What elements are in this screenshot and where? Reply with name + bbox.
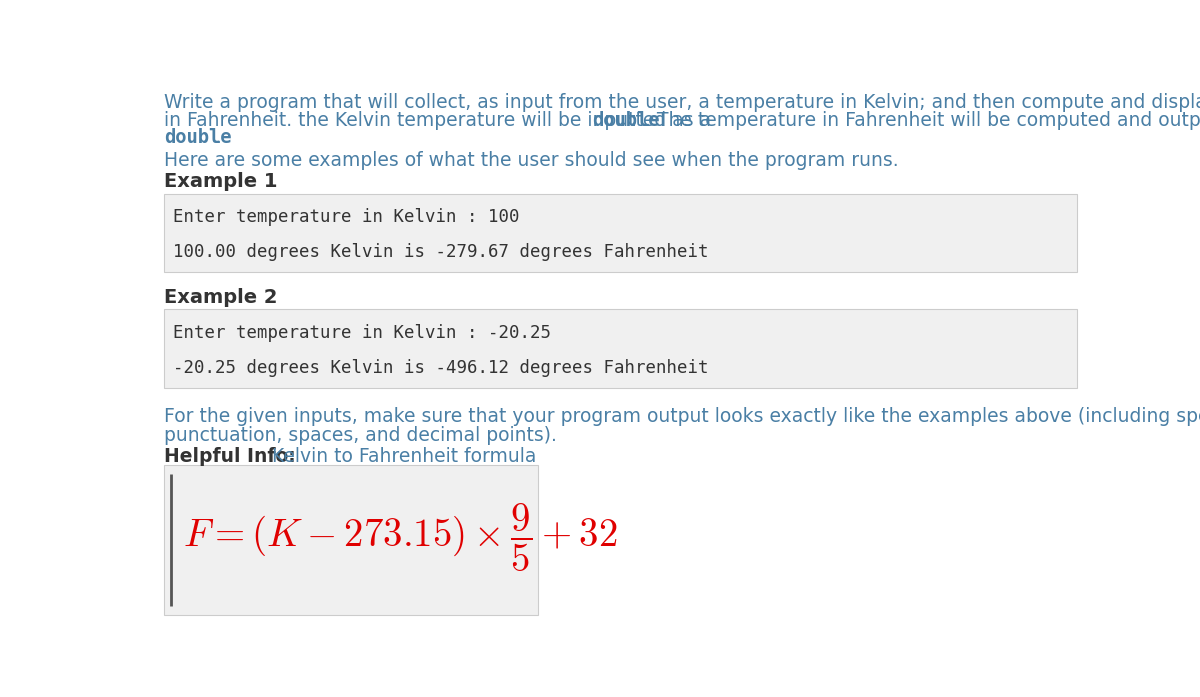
Text: .: . xyxy=(216,128,222,147)
Text: Kelvin to Fahrenheit formula: Kelvin to Fahrenheit formula xyxy=(266,447,536,466)
FancyBboxPatch shape xyxy=(164,465,538,615)
Text: Helpful Info:: Helpful Info: xyxy=(164,447,295,466)
Text: double: double xyxy=(593,112,660,130)
Text: Enter temperature in Kelvin : -20.25: Enter temperature in Kelvin : -20.25 xyxy=(173,324,551,342)
Text: Example 2: Example 2 xyxy=(164,288,277,307)
Text: double: double xyxy=(164,128,232,147)
Text: Here are some examples of what the user should see when the program runs.: Here are some examples of what the user … xyxy=(164,151,899,170)
Text: $\mathit{F} = (\mathit{K} - 273.15) \times \dfrac{9}{5} + 32$: $\mathit{F} = (\mathit{K} - 273.15) \tim… xyxy=(182,502,617,574)
FancyBboxPatch shape xyxy=(164,194,1076,273)
Text: in Fahrenheit. the Kelvin temperature will be inputted as a: in Fahrenheit. the Kelvin temperature wi… xyxy=(164,112,718,130)
Text: Write a program that will collect, as input from the user, a temperature in Kelv: Write a program that will collect, as in… xyxy=(164,93,1200,112)
Text: For the given inputs, make sure that your program output looks exactly like the : For the given inputs, make sure that you… xyxy=(164,407,1200,426)
Text: . The temperature in Fahrenheit will be computed and outputted as a: . The temperature in Fahrenheit will be … xyxy=(644,112,1200,130)
Text: Enter temperature in Kelvin : 100: Enter temperature in Kelvin : 100 xyxy=(173,208,520,227)
Text: Example 1: Example 1 xyxy=(164,172,277,191)
Text: -20.25 degrees Kelvin is -496.12 degrees Fahrenheit: -20.25 degrees Kelvin is -496.12 degrees… xyxy=(173,358,709,376)
FancyBboxPatch shape xyxy=(164,309,1076,388)
Text: 100.00 degrees Kelvin is -279.67 degrees Fahrenheit: 100.00 degrees Kelvin is -279.67 degrees… xyxy=(173,243,709,261)
Text: punctuation, spaces, and decimal points).: punctuation, spaces, and decimal points)… xyxy=(164,426,557,445)
